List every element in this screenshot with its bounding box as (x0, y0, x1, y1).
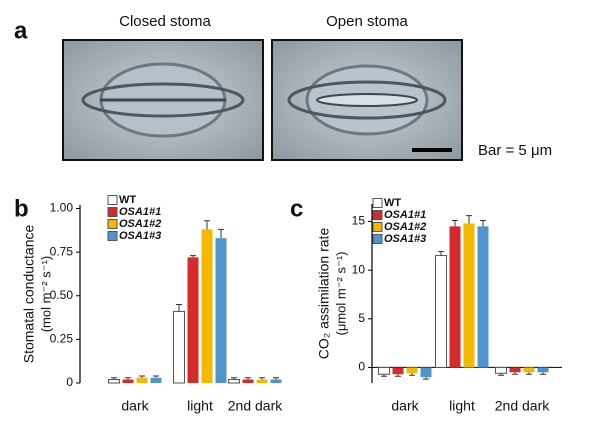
y-tick-label: 5 (358, 311, 365, 325)
y-axis-unit: (μmol m⁻² s⁻¹) (333, 251, 348, 335)
y-tick-label: 0.50 (50, 288, 74, 302)
y-tick-label: 0.75 (50, 244, 74, 258)
x-tick-label: 2nd dark (495, 398, 550, 414)
error-bar (480, 220, 486, 227)
error-bar (190, 255, 196, 258)
bar (122, 379, 134, 383)
error-bar (153, 375, 159, 378)
legend-swatch (372, 222, 383, 232)
bar (173, 310, 185, 384)
error-bar (438, 251, 444, 256)
error-bar (498, 373, 504, 376)
error-bar (526, 372, 532, 375)
bar (187, 257, 199, 383)
legend-swatch (372, 234, 383, 244)
error-bar (423, 377, 429, 380)
bar (449, 226, 461, 368)
x-tick-label: light (449, 398, 475, 414)
bar (509, 367, 521, 373)
error-bar (259, 377, 265, 380)
y-tick-label: 0.25 (50, 332, 74, 346)
bar (406, 367, 418, 374)
bar (435, 255, 447, 368)
bar (392, 367, 404, 375)
bar (215, 238, 227, 383)
bar (523, 367, 535, 373)
bar (108, 379, 120, 384)
y-tick-label: 0 (358, 360, 365, 374)
legend-label: WT (384, 197, 401, 209)
bar (378, 366, 390, 375)
y-axis-label: Stomatal conductance (21, 225, 37, 364)
micrograph (62, 39, 264, 161)
bar (150, 377, 162, 383)
bar (477, 226, 489, 368)
legend-swatch (107, 195, 118, 205)
image-caption: Open stoma (326, 13, 408, 30)
micrograph (271, 39, 463, 161)
panel-label: a (14, 17, 28, 44)
bar (228, 379, 240, 384)
scale-bar-label: Bar = 5 μm (478, 142, 552, 159)
legend-swatch (107, 231, 118, 241)
bar (463, 223, 475, 368)
bar (537, 367, 549, 373)
panel-label: c (290, 195, 303, 222)
legend-label: OSA1#3 (119, 230, 161, 242)
legend-swatch (372, 210, 383, 220)
legend-label: OSA1#1 (384, 209, 426, 221)
error-bar (381, 374, 387, 377)
bar (136, 377, 148, 383)
legend-swatch (107, 207, 118, 217)
panel-label: b (14, 195, 29, 222)
x-tick-label: 2nd dark (228, 398, 283, 414)
error-bar (204, 220, 210, 230)
error-bar (245, 377, 251, 380)
error-bar (512, 372, 518, 375)
x-tick-label: dark (121, 398, 149, 414)
y-tick-label: 1.00 (50, 201, 74, 215)
y-tick-label: 0 (66, 375, 73, 389)
error-bar (176, 303, 182, 312)
image-caption: Closed stoma (119, 13, 211, 30)
bar (201, 229, 213, 383)
y-tick-label: 15 (352, 214, 366, 228)
bar (495, 366, 507, 374)
error-bar (111, 377, 117, 380)
legend-label: OSA1#2 (119, 218, 161, 230)
legend-label: WT (119, 194, 136, 206)
bar (242, 379, 254, 383)
error-bar (218, 228, 224, 239)
bar (256, 379, 268, 383)
legend-label: OSA1#2 (384, 221, 426, 233)
bar (270, 379, 282, 383)
y-axis-unit: (mol m⁻² s⁻¹) (38, 256, 53, 333)
legend-label: OSA1#3 (384, 233, 426, 245)
error-bar (466, 215, 472, 224)
error-bar (409, 373, 415, 376)
bar (420, 367, 432, 378)
x-tick-label: dark (391, 398, 419, 414)
x-tick-label: light (187, 398, 213, 414)
y-axis-label: CO₂ assimilation rate (316, 228, 332, 360)
legend-swatch (107, 219, 118, 229)
error-bar (125, 377, 131, 380)
legend-label: OSA1#1 (119, 206, 161, 218)
error-bar (273, 377, 279, 380)
error-bar (231, 377, 237, 380)
error-bar (452, 220, 458, 227)
y-tick-label: 10 (352, 262, 366, 276)
error-bar (395, 374, 401, 377)
legend-swatch (372, 198, 383, 208)
error-bar (139, 375, 145, 378)
error-bar (540, 372, 546, 375)
